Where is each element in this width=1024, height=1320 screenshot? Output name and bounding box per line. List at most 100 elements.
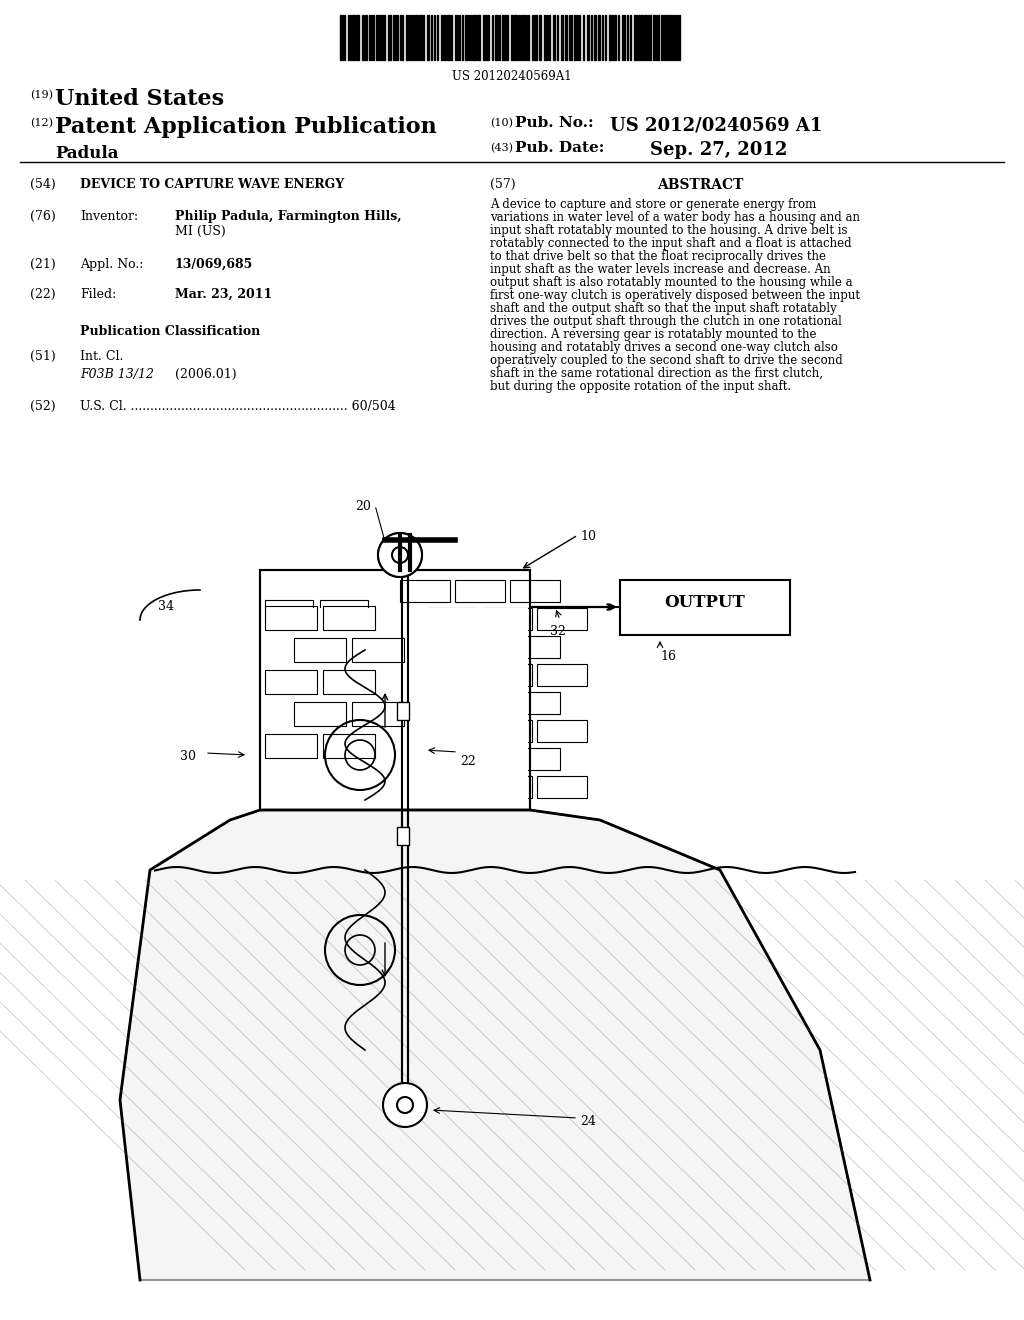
Text: MI (US): MI (US) bbox=[175, 224, 225, 238]
Bar bbox=[365, 15, 367, 59]
Bar bbox=[465, 15, 468, 59]
Bar bbox=[400, 748, 450, 770]
Bar bbox=[676, 15, 678, 59]
Bar bbox=[539, 15, 541, 59]
Bar bbox=[620, 579, 790, 635]
Bar bbox=[653, 15, 655, 59]
Text: input shaft as the water levels increase and decrease. An: input shaft as the water levels increase… bbox=[490, 263, 830, 276]
Bar bbox=[265, 734, 317, 758]
Bar bbox=[376, 15, 378, 59]
Bar bbox=[482, 664, 532, 686]
Bar bbox=[473, 15, 476, 59]
Bar bbox=[537, 776, 587, 799]
Bar bbox=[427, 776, 477, 799]
Text: Inventor:: Inventor: bbox=[80, 210, 138, 223]
Bar bbox=[319, 656, 368, 678]
Bar bbox=[482, 776, 532, 799]
Bar bbox=[352, 638, 404, 663]
Text: (76): (76) bbox=[30, 210, 55, 223]
Bar bbox=[444, 15, 446, 59]
Bar bbox=[265, 768, 313, 789]
Bar bbox=[265, 606, 317, 630]
Bar bbox=[352, 702, 404, 726]
Text: United States: United States bbox=[55, 88, 224, 110]
Text: 13/069,685: 13/069,685 bbox=[175, 257, 253, 271]
Text: (57): (57) bbox=[490, 178, 516, 191]
Bar bbox=[553, 15, 555, 59]
Bar bbox=[534, 15, 537, 59]
Bar bbox=[477, 15, 480, 59]
Text: (19): (19) bbox=[30, 90, 53, 100]
Text: (12): (12) bbox=[30, 117, 53, 128]
Bar bbox=[400, 692, 450, 714]
Bar bbox=[495, 15, 498, 59]
Text: variations in water level of a water body has a housing and an: variations in water level of a water bod… bbox=[490, 211, 860, 224]
Bar bbox=[522, 15, 524, 59]
Bar bbox=[667, 15, 669, 59]
Bar bbox=[544, 15, 546, 59]
Bar bbox=[455, 692, 505, 714]
Bar bbox=[393, 15, 395, 59]
Text: US 2012/0240569 A1: US 2012/0240569 A1 bbox=[610, 116, 822, 135]
Bar bbox=[587, 15, 589, 59]
Text: U.S. Cl. ........................................................ 60/504: U.S. Cl. ...............................… bbox=[80, 400, 395, 413]
Text: Mar. 23, 2011: Mar. 23, 2011 bbox=[175, 288, 272, 301]
Bar bbox=[609, 15, 612, 59]
Bar bbox=[292, 741, 340, 762]
Bar bbox=[441, 15, 443, 59]
Text: (21): (21) bbox=[30, 257, 55, 271]
Bar bbox=[319, 768, 368, 789]
Text: Patent Application Publication: Patent Application Publication bbox=[55, 116, 437, 139]
Bar bbox=[427, 15, 429, 59]
Text: (51): (51) bbox=[30, 350, 55, 363]
Bar bbox=[265, 656, 313, 678]
Bar bbox=[265, 601, 313, 622]
Bar bbox=[427, 664, 477, 686]
Bar bbox=[262, 609, 528, 808]
Text: Publication Classification: Publication Classification bbox=[80, 325, 260, 338]
Bar bbox=[455, 636, 505, 657]
Text: 20: 20 bbox=[355, 500, 371, 513]
Bar bbox=[537, 664, 587, 686]
Bar bbox=[396, 15, 398, 59]
Bar bbox=[379, 15, 381, 59]
Text: (43): (43) bbox=[490, 143, 513, 153]
Bar bbox=[406, 15, 408, 59]
Bar bbox=[292, 684, 340, 706]
Bar bbox=[420, 15, 422, 59]
Bar bbox=[362, 15, 364, 59]
Bar bbox=[323, 734, 375, 758]
Bar bbox=[483, 15, 486, 59]
Text: to that drive belt so that the float reciprocally drives the: to that drive belt so that the float rec… bbox=[490, 249, 826, 263]
Bar bbox=[397, 702, 409, 719]
Bar bbox=[347, 741, 395, 762]
Bar bbox=[565, 15, 567, 59]
Text: input shaft rotatably mounted to the housing. A drive belt is: input shaft rotatably mounted to the hou… bbox=[490, 224, 848, 238]
Text: (10): (10) bbox=[490, 117, 513, 128]
Bar bbox=[641, 15, 643, 59]
Text: Sep. 27, 2012: Sep. 27, 2012 bbox=[650, 141, 787, 158]
Bar bbox=[323, 671, 375, 694]
Bar bbox=[594, 15, 596, 59]
Bar bbox=[514, 15, 517, 59]
Bar bbox=[340, 15, 343, 59]
Text: shaft in the same rotational direction as the first clutch,: shaft in the same rotational direction a… bbox=[490, 367, 823, 380]
Bar bbox=[347, 628, 395, 649]
Bar bbox=[502, 15, 504, 59]
Text: Pub. No.:: Pub. No.: bbox=[515, 116, 594, 129]
Bar bbox=[638, 15, 640, 59]
Bar bbox=[319, 711, 368, 734]
Bar bbox=[400, 636, 450, 657]
Bar bbox=[356, 15, 359, 59]
Bar bbox=[537, 719, 587, 742]
Bar bbox=[400, 579, 450, 602]
Bar bbox=[265, 711, 313, 734]
Text: (2006.01): (2006.01) bbox=[175, 368, 237, 381]
Text: output shaft is also rotatably mounted to the housing while a: output shaft is also rotatably mounted t… bbox=[490, 276, 853, 289]
Bar bbox=[664, 15, 666, 59]
Text: (54): (54) bbox=[30, 178, 55, 191]
Bar bbox=[510, 579, 560, 602]
Bar bbox=[511, 15, 513, 59]
Bar bbox=[292, 628, 340, 649]
Bar bbox=[415, 15, 417, 59]
